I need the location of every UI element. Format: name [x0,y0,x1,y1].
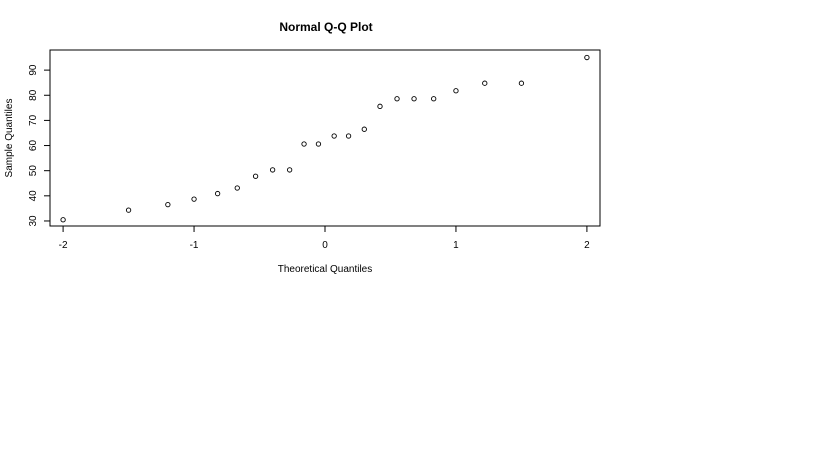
data-point [315,141,322,147]
plot-frame [49,49,601,227]
data-point [394,96,400,102]
data-point [269,167,276,173]
data-point [431,96,437,102]
y-tick-label: 90 [28,64,39,76]
data-point [301,141,307,147]
data-point [252,173,259,179]
data-point [191,196,197,202]
x-axis: -2 -1 0 1 2 [59,225,590,251]
data-point [377,103,383,109]
x-tick-label: -2 [59,240,68,251]
data-point [125,207,132,213]
data-point [584,54,590,61]
y-tick-label: 30 [28,215,39,227]
data-point [518,80,525,86]
x-tick-label: 1 [453,240,459,251]
chart-title: Normal Q-Q Plot [279,20,372,34]
x-axis-title: Theoretical Quantiles [278,264,373,275]
data-point [234,185,240,191]
x-tick-label: 0 [322,240,328,251]
y-tick-label: 50 [28,165,39,177]
data-point [345,133,352,139]
data-point [411,96,417,102]
data-point [482,80,488,86]
x-tick-label: -1 [190,240,199,251]
y-tick-label: 60 [28,140,39,152]
data-point [361,126,367,132]
data-point [60,217,66,223]
y-tick-label: 70 [28,114,39,126]
y-tick-label: 80 [28,89,39,101]
y-axis-title: Sample Quantiles [4,99,15,178]
y-tick-label: 40 [28,190,39,202]
data-point [214,190,221,197]
x-tick-label: 2 [584,240,590,251]
data-point [331,133,337,139]
y-axis: 30 40 50 60 70 80 90 [28,64,51,227]
data-point [286,167,293,173]
data-point [165,201,171,208]
data-points [60,54,590,223]
data-point [453,88,459,94]
